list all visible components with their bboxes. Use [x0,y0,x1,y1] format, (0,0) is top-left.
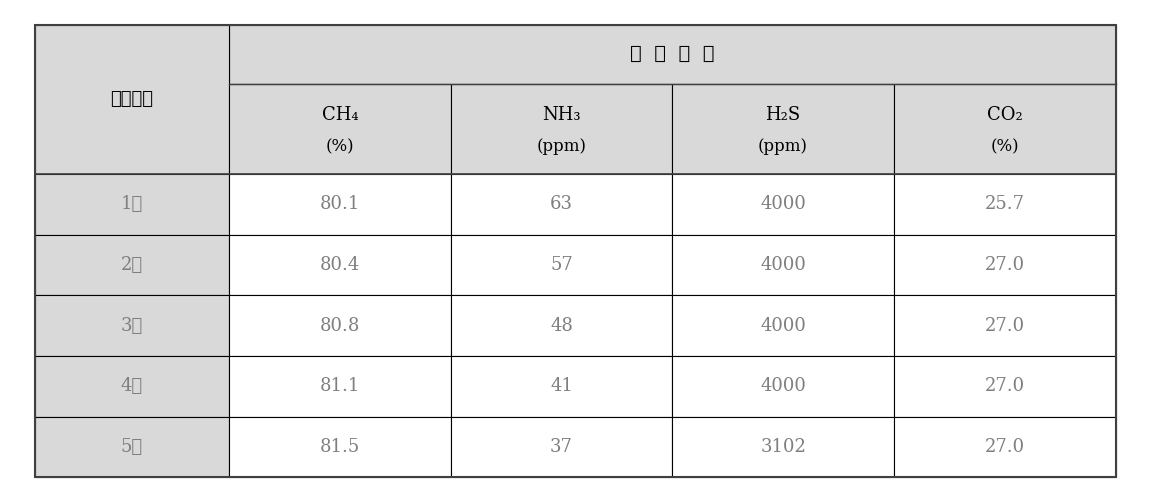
Bar [229,83,451,174]
Text: 5회: 5회 [121,438,143,456]
Text: 4000: 4000 [760,377,806,395]
Text: 3102: 3102 [760,438,806,456]
Bar [34,25,229,174]
Bar [894,235,1116,295]
Text: 80.8: 80.8 [320,317,360,334]
Text: 27.0: 27.0 [984,377,1025,395]
Bar [451,416,673,477]
Text: 80.4: 80.4 [320,256,360,274]
Bar [451,174,673,235]
Bar [894,83,1116,174]
Text: 48: 48 [550,317,573,334]
Bar [451,295,673,356]
Text: (ppm): (ppm) [758,139,808,156]
Bar [894,174,1116,235]
Bar [673,295,894,356]
Bar [229,235,451,295]
Text: 27.0: 27.0 [984,256,1025,274]
Text: 2회: 2회 [121,256,143,274]
Text: 27.0: 27.0 [984,438,1025,456]
Text: 측정횟수: 측정횟수 [110,90,153,108]
Text: 57: 57 [550,256,573,274]
Bar [451,83,673,174]
Bar [894,356,1116,416]
Bar [673,416,894,477]
Bar [451,356,673,416]
Text: (%): (%) [325,139,354,156]
Text: 3회: 3회 [121,317,143,334]
Text: CH₄: CH₄ [322,106,358,124]
Text: 81.5: 81.5 [320,438,360,456]
Text: 1회: 1회 [121,195,143,213]
Text: 63: 63 [550,195,573,213]
Text: NH₃: NH₃ [543,106,581,124]
Text: 41: 41 [550,377,573,395]
Bar [34,416,229,477]
Text: 4000: 4000 [760,256,806,274]
Bar [229,174,451,235]
Bar [673,83,894,174]
Bar [34,295,229,356]
Text: CO₂: CO₂ [987,106,1022,124]
Text: 25.7: 25.7 [984,195,1025,213]
Text: H₂S: H₂S [766,106,800,124]
Bar [673,235,894,295]
Text: 27.0: 27.0 [984,317,1025,334]
Bar [673,174,894,235]
Text: (%): (%) [990,139,1019,156]
Text: 4000: 4000 [760,317,806,334]
Text: 4000: 4000 [760,195,806,213]
Text: 80.1: 80.1 [320,195,360,213]
Text: 81.1: 81.1 [320,377,360,395]
Bar [894,295,1116,356]
Bar [673,356,894,416]
Text: 4회: 4회 [121,377,143,395]
Text: (ppm): (ppm) [537,139,586,156]
Bar [229,295,451,356]
Bar [894,416,1116,477]
Text: 분  석  항  목: 분 석 항 목 [630,45,714,63]
Bar [229,25,1116,83]
Bar [34,174,229,235]
Bar [451,235,673,295]
Bar [229,416,451,477]
Bar [229,356,451,416]
Bar [34,356,229,416]
Bar [34,235,229,295]
Text: 37: 37 [550,438,573,456]
